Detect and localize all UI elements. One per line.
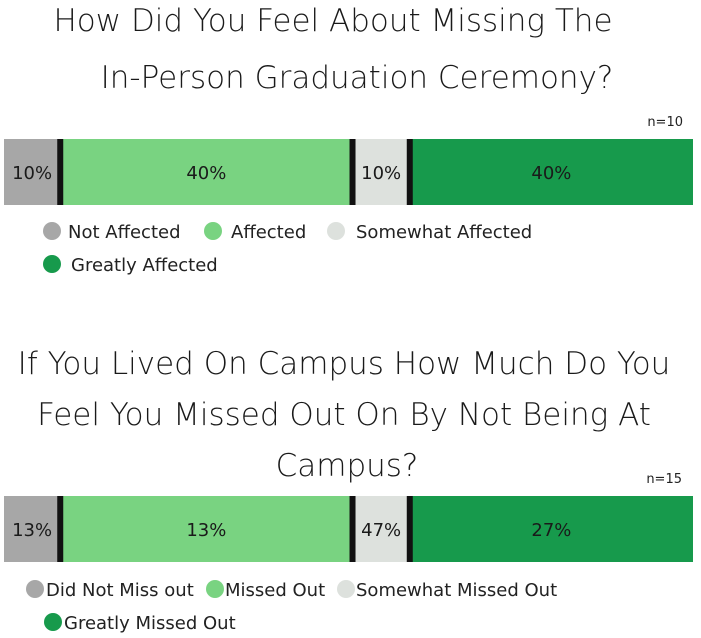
chart-1-legend-swatch-greatly-affected	[43, 255, 61, 273]
chart-1-divider-1	[57, 139, 64, 205]
chart-2-legend-somewhat-missed-out: Somewhat Missed Out	[356, 580, 557, 601]
chart-2-legend-swatch-somewhat-missed-out	[337, 580, 355, 598]
chart-1-divider-2	[349, 139, 356, 205]
chart-2-legend-swatch-did-not-miss-out	[26, 580, 44, 598]
chart-1-segment-greatly-affected	[409, 139, 693, 205]
chart-1-legend-greatly-affected: Greatly Affected	[71, 255, 218, 276]
chart-1-legend-swatch-not-affected	[43, 222, 61, 240]
chart-1-legend-affected: Affected	[231, 222, 306, 243]
chart-2-segment-somewhat-missed-out	[352, 496, 410, 562]
chart-2-legend-greatly-missed-out: Greatly Missed Out	[64, 613, 236, 634]
chart-1-label-greatly-affected: 40%	[531, 163, 571, 184]
chart-1-label-somewhat-affected: 10%	[361, 163, 401, 184]
chart-2-legend-swatch-missed-out	[206, 580, 224, 598]
chart-2-divider-1	[57, 496, 64, 562]
chart-1-segment-not-affected	[4, 139, 61, 205]
chart-1-segment-affected	[60, 139, 353, 205]
chart-1-bar: 10% 40% 10% 40%	[4, 139, 693, 205]
chart-2-segment-missed-out	[60, 496, 353, 562]
chart-1-legend: Not Affected Affected Somewhat Affected …	[43, 222, 532, 276]
chart-2-divider-2	[349, 496, 356, 562]
chart-2-label-greatly-missed-out: 27%	[531, 520, 571, 541]
chart-1-legend-swatch-somewhat-affected	[327, 222, 345, 240]
chart-2-label-did-not-miss-out: 13%	[12, 520, 52, 541]
chart-2-segment-greatly-missed-out	[409, 496, 693, 562]
chart-1-legend-somewhat-affected: Somewhat Affected	[356, 222, 532, 243]
chart-2-legend-missed-out: Missed Out	[225, 580, 325, 601]
chart-1-title-line-1: How Did You Feel About Missing The	[53, 3, 612, 39]
chart-1-legend-swatch-affected	[204, 222, 222, 240]
chart-2-label-somewhat-missed-out: 47%	[361, 520, 401, 541]
chart-2-legend: Did Not Miss out Missed Out Somewhat Mis…	[26, 580, 557, 634]
chart-1-segment-somewhat-affected	[352, 139, 410, 205]
chart-2-title-line-3: Campus?	[276, 448, 419, 484]
chart-2-legend-did-not-miss-out: Did Not Miss out	[46, 580, 194, 601]
chart-2-n-label: n=15	[646, 472, 682, 487]
chart-1-n-label: n=10	[647, 115, 683, 130]
chart-1-title-line-2: In-Person Graduation Ceremony?	[101, 60, 614, 96]
chart-1-label-affected: 40%	[186, 163, 226, 184]
chart-2-title-line-2: Feel You Missed Out On By Not Being At	[37, 397, 651, 433]
chart-2: If You Lived On Campus How Much Do You F…	[4, 346, 693, 634]
chart-2-legend-swatch-greatly-missed-out	[44, 613, 62, 631]
chart-2-segment-did-not-miss-out	[4, 496, 61, 562]
chart-2-bar: 13% 13% 47% 27%	[4, 496, 693, 562]
chart-1-label-not-affected: 10%	[12, 163, 52, 184]
chart-1: How Did You Feel About Missing The In-Pe…	[4, 3, 693, 276]
chart-1-legend-not-affected: Not Affected	[68, 222, 181, 243]
chart-1-divider-3	[406, 139, 413, 205]
chart-2-title-line-1: If You Lived On Campus How Much Do You	[18, 346, 671, 382]
chart-2-label-missed-out: 13%	[186, 520, 226, 541]
chart-2-divider-3	[406, 496, 413, 562]
